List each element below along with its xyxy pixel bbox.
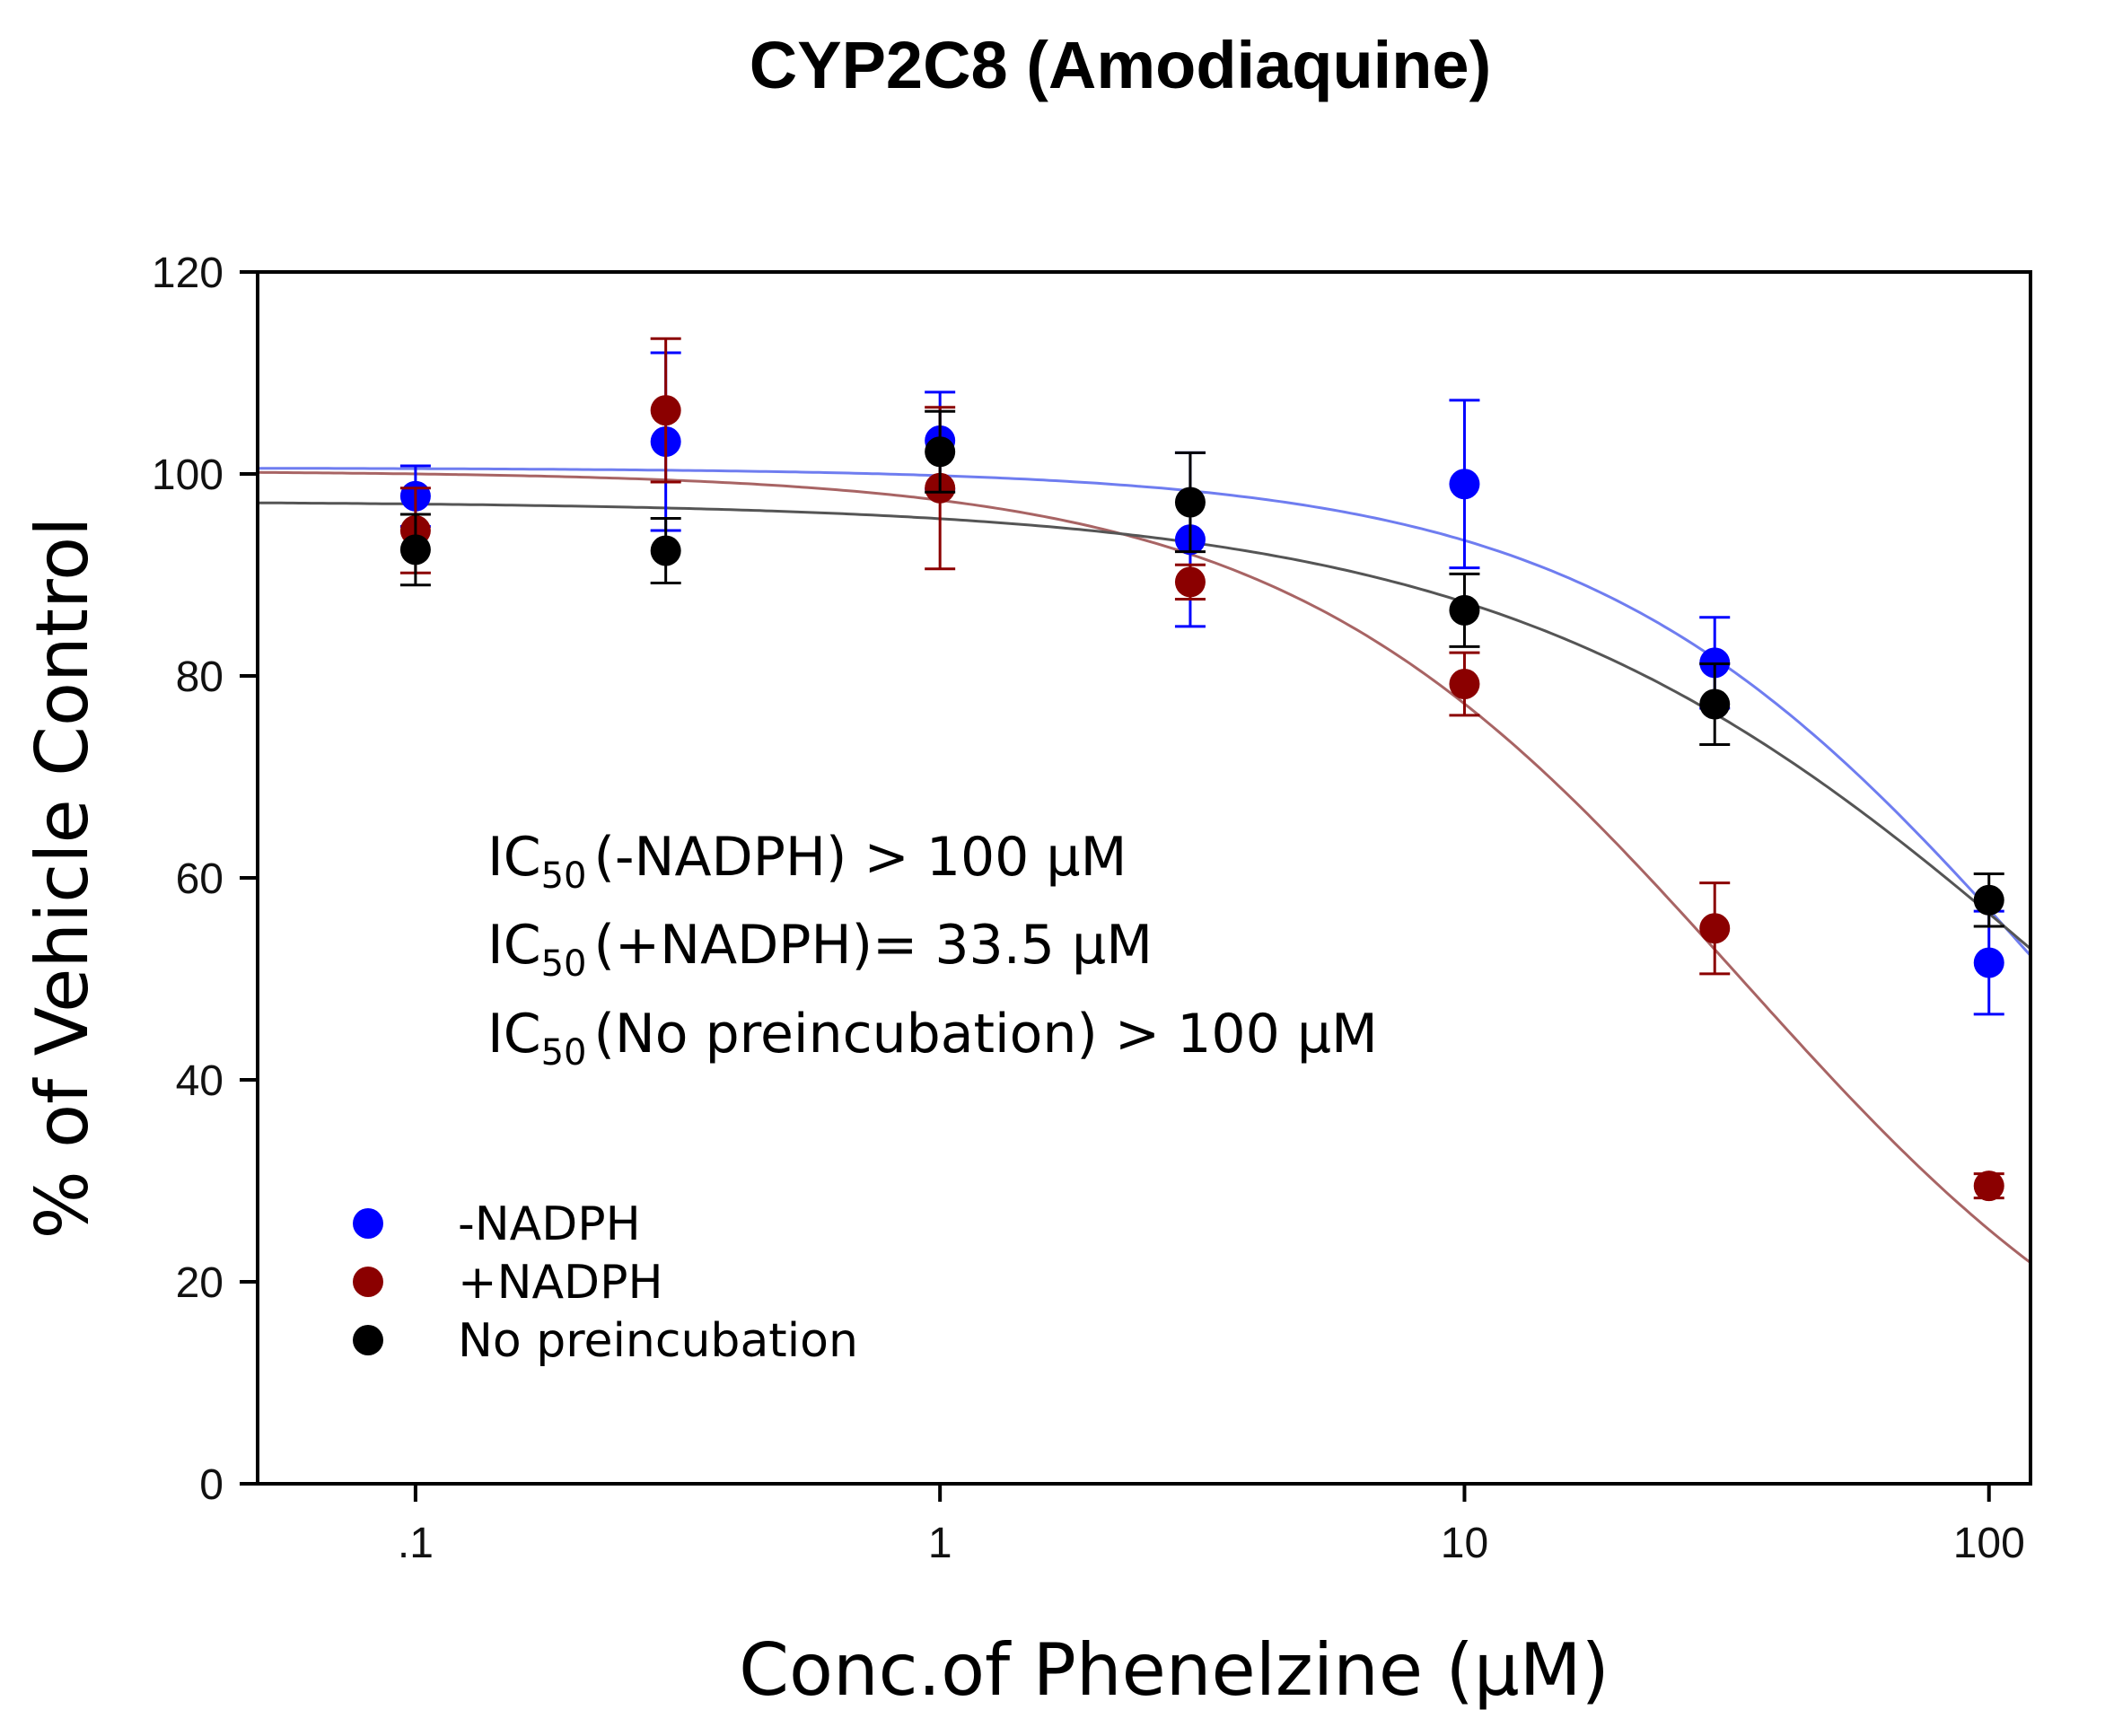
- legend-label: No preincubation: [458, 1314, 858, 1368]
- ic50-main: IC: [487, 1003, 541, 1065]
- data-point: [1699, 688, 1731, 720]
- y-tick-label: 80: [176, 653, 224, 701]
- data-point: [650, 535, 681, 566]
- ic50-annotation: IC50 (-NADPH) > 100 µM: [487, 826, 1127, 897]
- data-point: [399, 534, 431, 566]
- data-point: [1449, 669, 1480, 699]
- x-tick-label: 10: [1441, 1520, 1488, 1567]
- y-axis-label: % of Vehicle Control: [21, 517, 104, 1240]
- x-axis-label: Conc.of Phenelzine (µM): [739, 1628, 1609, 1712]
- y-tick-label: 100: [152, 452, 224, 499]
- y-tick-label: 40: [176, 1057, 224, 1105]
- ic50-subscript: 50: [541, 943, 587, 985]
- x-tick-label: 1: [928, 1520, 952, 1567]
- ic50-rest: (-NADPH) > 100 µM: [594, 826, 1127, 889]
- fit-curve-series-0: [258, 467, 2032, 957]
- fit-curve-series-2: [258, 501, 2031, 951]
- legend-marker: [353, 1325, 383, 1355]
- ic50-subscript: 50: [541, 855, 587, 897]
- ic50-main: IC: [487, 826, 541, 889]
- data-point: [1973, 1170, 2004, 1202]
- data-point: [1699, 913, 1731, 944]
- data-point: [1449, 469, 1480, 500]
- fit-curve-series-1: [257, 470, 2031, 1264]
- y-tick-label: 0: [199, 1461, 224, 1509]
- y-tick-label: 20: [176, 1259, 224, 1307]
- data-point: [650, 395, 681, 426]
- ic50-annotation: IC50 (No preincubation) > 100 µM: [487, 1003, 1378, 1074]
- ic50-main: IC: [487, 914, 541, 977]
- data-point: [1174, 487, 1206, 518]
- y-tick-label: 60: [176, 855, 224, 903]
- data-point: [1973, 884, 2004, 916]
- data-point: [1449, 594, 1480, 626]
- x-tick-label: .1: [398, 1520, 434, 1567]
- legend-marker: [353, 1208, 383, 1239]
- ic50-annotation: IC50 (+NADPH)= 33.5 µM: [487, 914, 1153, 985]
- ic50-rest: (+NADPH)= 33.5 µM: [594, 914, 1153, 977]
- data-point: [925, 436, 956, 468]
- data-point: [1174, 566, 1206, 598]
- y-tick-label: 120: [152, 250, 224, 297]
- legend-label: +NADPH: [458, 1256, 663, 1310]
- data-point: [1973, 947, 2004, 978]
- x-tick-label: 100: [1953, 1520, 2025, 1567]
- ic50-subscript: 50: [541, 1032, 587, 1074]
- legend-label: -NADPH: [458, 1197, 641, 1251]
- ic50-rest: (No preincubation) > 100 µM: [594, 1003, 1378, 1065]
- chart-title: CYP2C8 (Amodiaquine): [750, 28, 1491, 102]
- legend-marker: [353, 1267, 383, 1297]
